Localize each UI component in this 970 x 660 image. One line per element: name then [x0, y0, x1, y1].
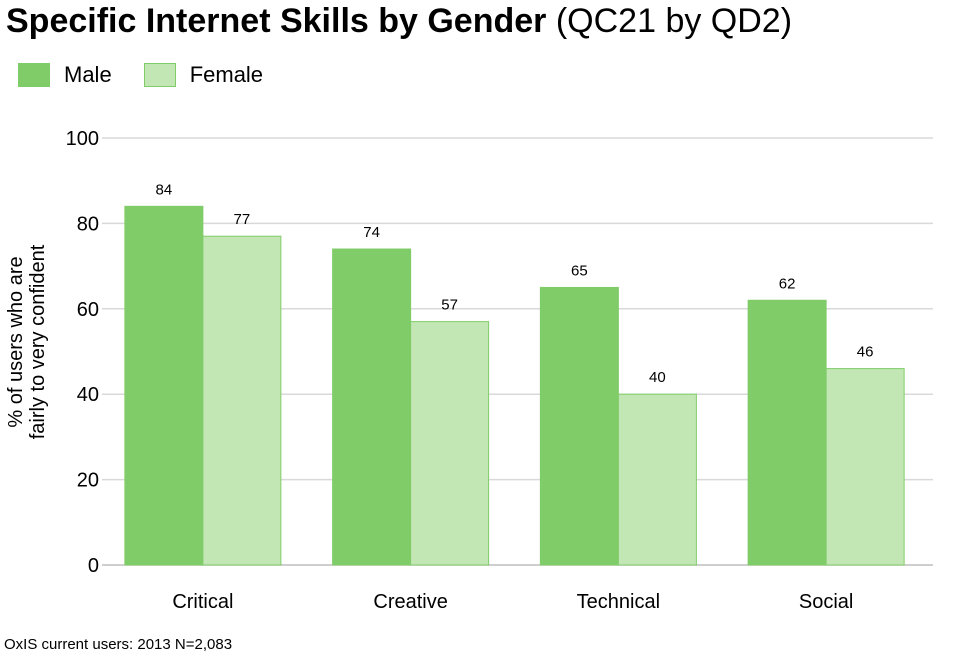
data-label-male-social: 62	[779, 275, 796, 292]
y-tick-label-100: 100	[66, 128, 99, 150]
bar-male-technical	[539, 286, 619, 566]
legend-item-female: Female	[143, 62, 264, 88]
x-category-label-creative: Creative	[373, 591, 447, 613]
y-axis-title-line2: fairly to very confident	[27, 244, 49, 439]
x-axis-categories: Critical Creative Technical Social	[172, 591, 853, 613]
bar-male-critical	[124, 205, 204, 566]
bars	[124, 205, 905, 566]
data-label-female-social: 46	[857, 344, 874, 361]
y-tick-label-80: 80	[77, 213, 99, 235]
x-category-label-technical: Technical	[577, 591, 660, 613]
source-note: OxIS current users: 2013 N=2,083	[4, 636, 233, 653]
chart-title: Specific Internet Skills by Gender (QC21…	[6, 2, 792, 41]
y-axis-title-line1: % of users who are	[5, 256, 27, 427]
chart-legend: Male Female	[18, 62, 295, 88]
legend-label-female: Female	[189, 62, 264, 87]
chart-title-sub: (QC21 by QD2)	[555, 2, 793, 40]
chart-title-main: Specific Internet Skills by Gender	[6, 2, 547, 40]
y-tick-label-60: 60	[77, 299, 99, 321]
bar-male-creative	[332, 248, 412, 566]
data-label-female-creative: 57	[441, 297, 458, 314]
bar-male-social	[747, 299, 827, 566]
x-category-label-critical: Critical	[172, 591, 233, 613]
data-label-female-critical: 77	[234, 211, 251, 228]
x-category-label-social: Social	[799, 591, 853, 613]
data-label-male-creative: 74	[363, 224, 380, 241]
legend-label-male: Male	[64, 62, 112, 87]
data-label-male-technical: 65	[571, 262, 588, 279]
y-axis-ticks: 0 20 40 60 80 100	[66, 128, 99, 577]
data-label-male-critical: 84	[156, 181, 173, 198]
bar-female-technical	[617, 393, 697, 566]
bar-female-creative	[410, 321, 490, 566]
y-tick-label-40: 40	[77, 384, 99, 406]
legend-swatch-female	[143, 63, 176, 87]
data-label-female-technical: 40	[649, 369, 666, 386]
bar-female-critical	[202, 235, 282, 566]
data-labels: 84 77 74 57 65 40 62 46	[156, 181, 874, 386]
legend-item-male: Male	[18, 62, 112, 88]
y-tick-label-20: 20	[77, 470, 99, 492]
legend-swatch-male	[18, 63, 50, 87]
y-tick-label-0: 0	[88, 555, 99, 577]
bar-female-social	[825, 368, 905, 566]
